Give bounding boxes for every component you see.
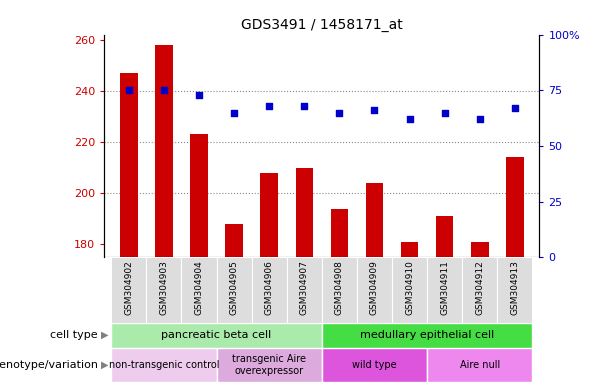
Bar — [427, 348, 533, 382]
Bar — [155, 45, 173, 257]
Bar — [251, 257, 287, 323]
Bar — [497, 257, 533, 323]
Bar — [330, 209, 348, 257]
Bar — [392, 257, 427, 323]
Point — [264, 103, 274, 109]
Text: GSM304902: GSM304902 — [124, 261, 133, 315]
Point — [405, 116, 414, 122]
Text: transgenic Aire
overexpressor: transgenic Aire overexpressor — [232, 354, 306, 376]
Bar — [471, 242, 489, 257]
Bar — [111, 257, 147, 323]
Point — [370, 107, 379, 113]
Bar — [322, 323, 533, 348]
Text: cell type: cell type — [50, 330, 98, 340]
Text: Aire null: Aire null — [460, 360, 500, 370]
Bar — [111, 348, 216, 382]
Text: genotype/variation: genotype/variation — [0, 360, 98, 370]
Bar — [287, 257, 322, 323]
Bar — [322, 348, 427, 382]
Bar — [427, 257, 462, 323]
Text: pancreatic beta cell: pancreatic beta cell — [161, 330, 272, 340]
Bar — [147, 257, 181, 323]
Bar — [120, 73, 137, 257]
Point — [335, 109, 345, 116]
Text: GSM304906: GSM304906 — [265, 261, 273, 315]
Bar — [366, 183, 383, 257]
Text: ▶: ▶ — [101, 330, 109, 340]
Bar — [295, 168, 313, 257]
Bar — [216, 257, 251, 323]
Point — [299, 103, 309, 109]
Point — [440, 109, 449, 116]
Text: non-transgenic control: non-transgenic control — [109, 360, 219, 370]
Bar — [357, 257, 392, 323]
Point — [124, 87, 134, 93]
Text: medullary epithelial cell: medullary epithelial cell — [360, 330, 494, 340]
Text: GSM304910: GSM304910 — [405, 261, 414, 315]
Text: wild type: wild type — [352, 360, 397, 370]
Text: GSM304912: GSM304912 — [475, 261, 484, 315]
Text: GSM304908: GSM304908 — [335, 261, 344, 315]
Text: ▶: ▶ — [101, 360, 109, 370]
Text: GSM304909: GSM304909 — [370, 261, 379, 315]
Title: GDS3491 / 1458171_at: GDS3491 / 1458171_at — [241, 18, 403, 32]
Text: GSM304905: GSM304905 — [230, 261, 238, 315]
Text: GSM304911: GSM304911 — [440, 261, 449, 315]
Bar — [322, 257, 357, 323]
Bar — [111, 323, 322, 348]
Point — [229, 109, 239, 116]
Bar — [401, 242, 418, 257]
Point — [475, 116, 485, 122]
Bar — [226, 224, 243, 257]
Point — [194, 92, 204, 98]
Point — [159, 87, 169, 93]
Bar — [216, 348, 322, 382]
Text: GSM304913: GSM304913 — [511, 261, 519, 315]
Text: GSM304903: GSM304903 — [159, 261, 169, 315]
Bar — [506, 157, 524, 257]
Bar — [436, 216, 454, 257]
Bar — [261, 173, 278, 257]
Bar — [181, 257, 216, 323]
Text: GSM304907: GSM304907 — [300, 261, 309, 315]
Bar — [462, 257, 497, 323]
Point — [510, 105, 520, 111]
Text: GSM304904: GSM304904 — [194, 261, 204, 315]
Bar — [190, 134, 208, 257]
